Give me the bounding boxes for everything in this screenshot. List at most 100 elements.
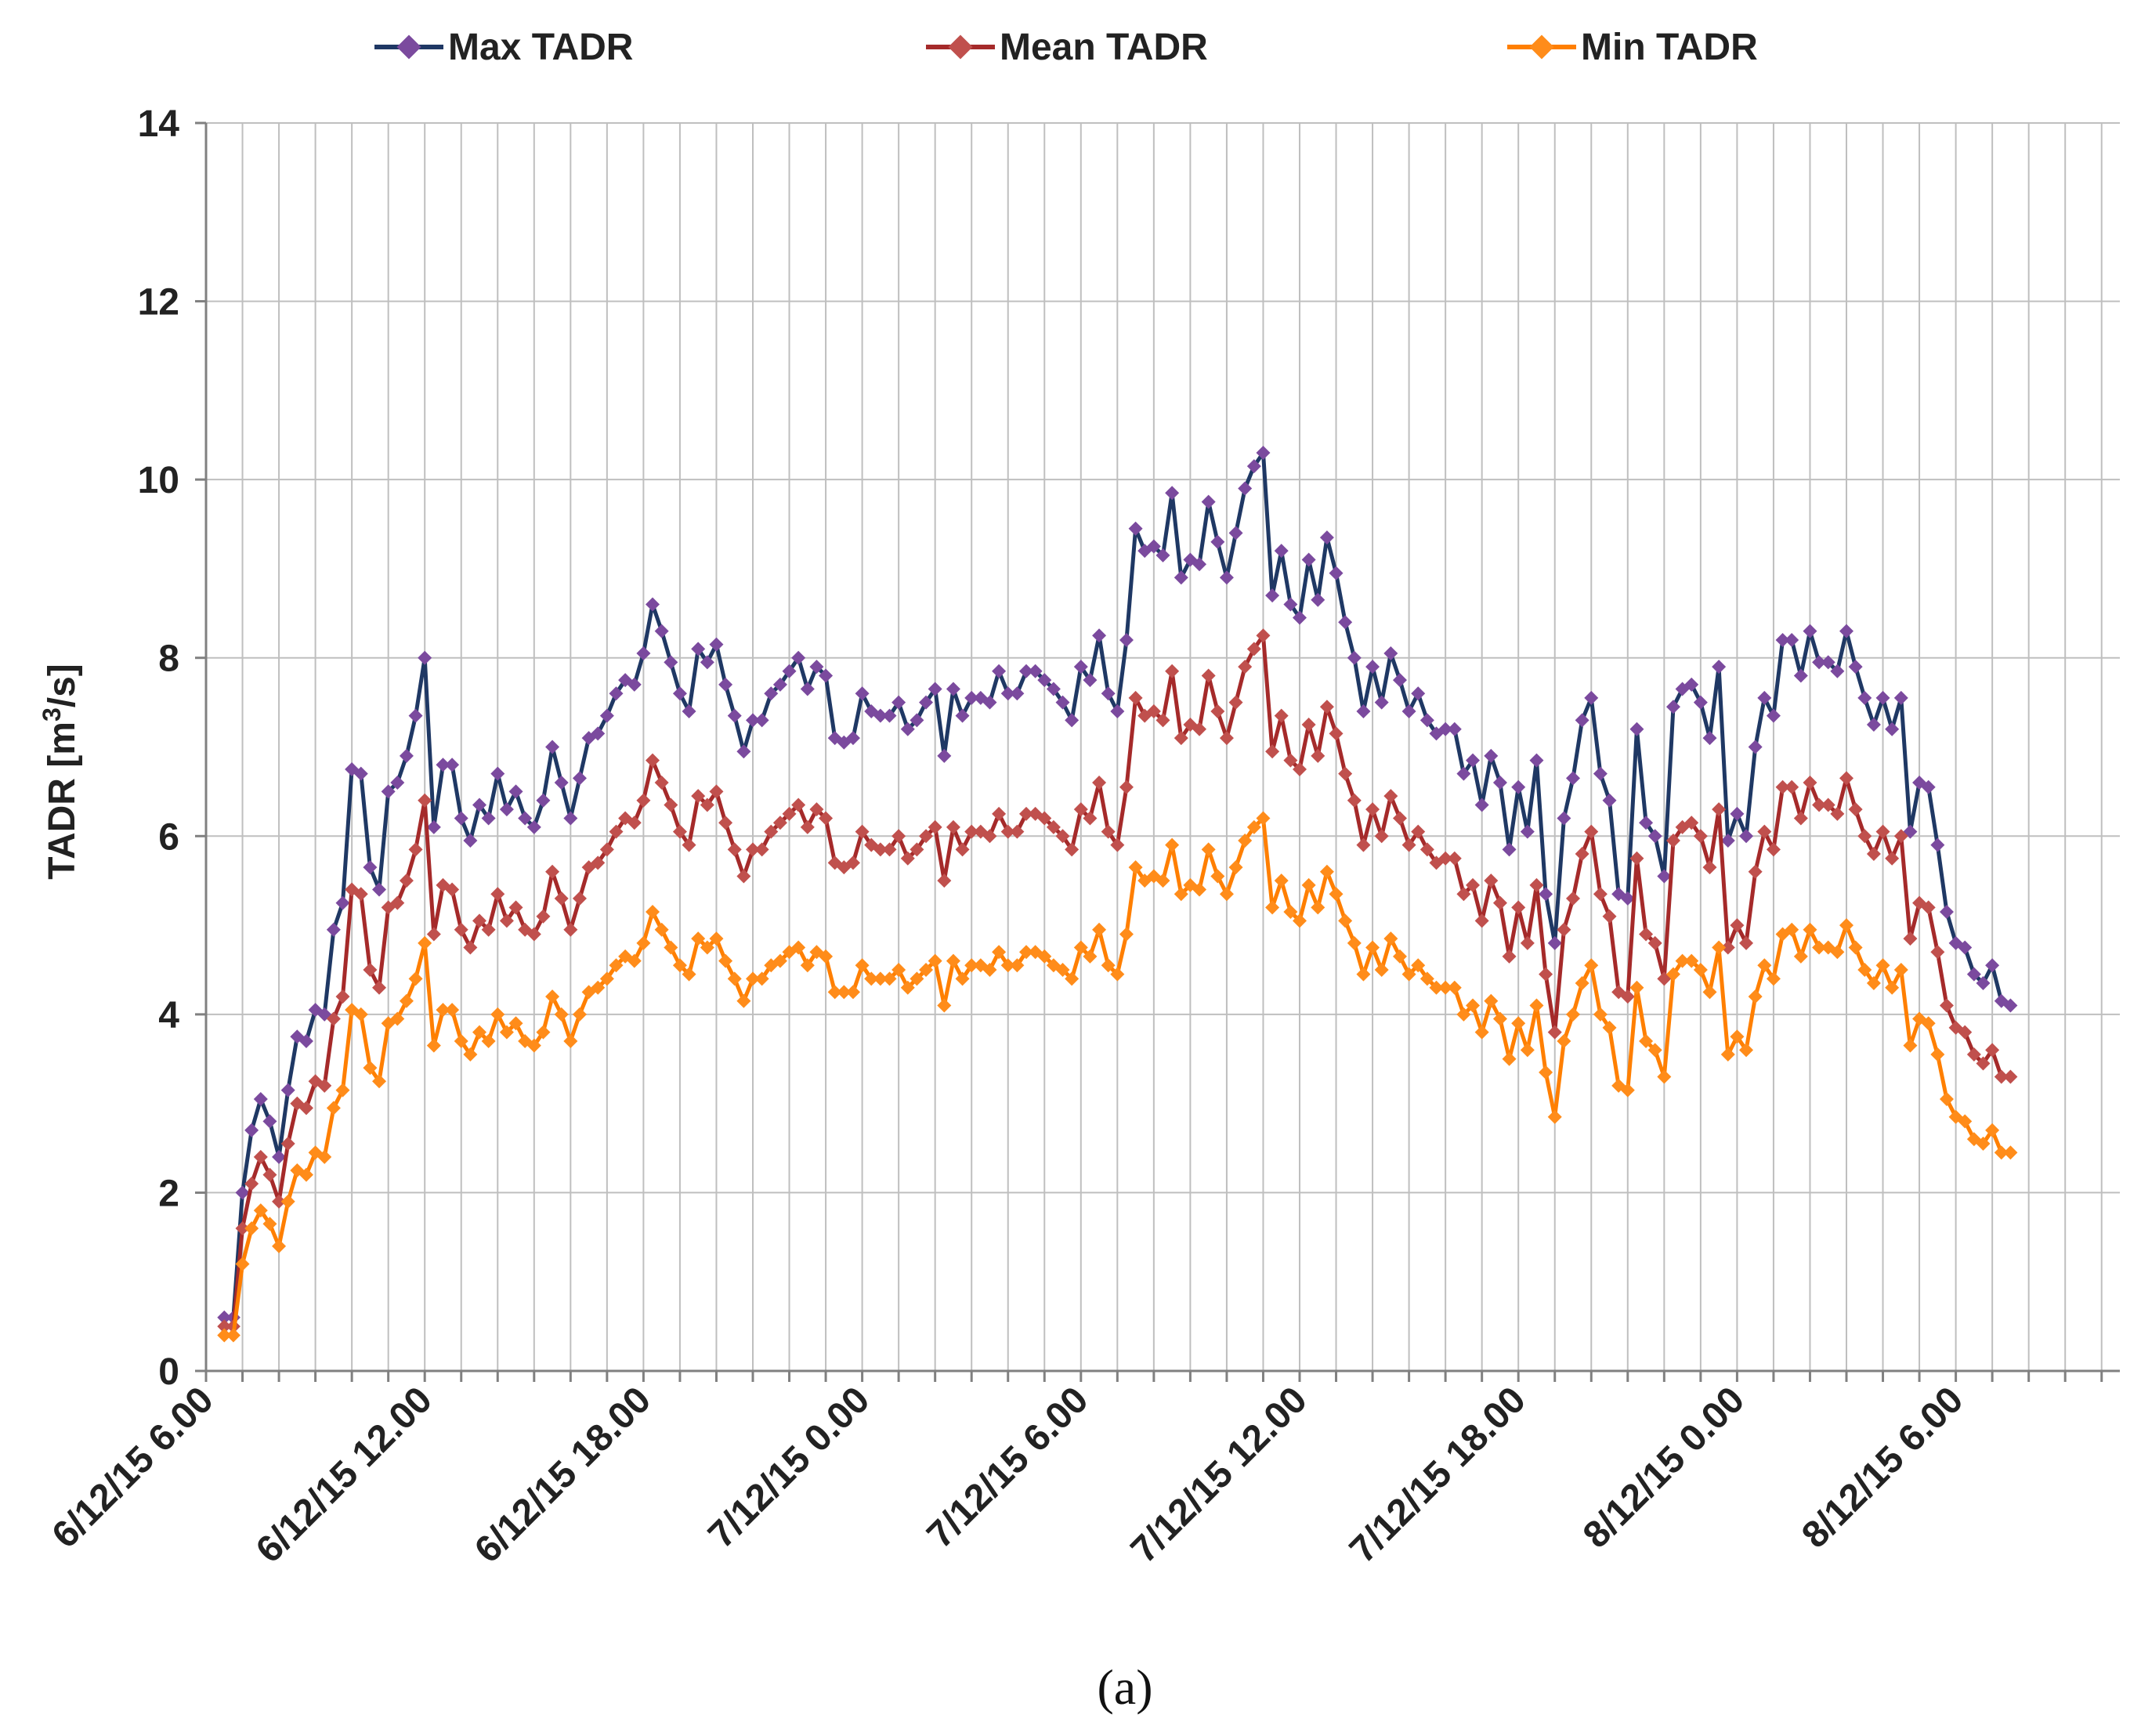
- data-point-max-tadr: [1539, 887, 1553, 902]
- data-point-min-tadr: [1958, 1114, 1973, 1129]
- data-point-max-tadr: [399, 748, 414, 763]
- data-point-min-tadr: [253, 1203, 268, 1218]
- data-point-mean-tadr: [646, 753, 660, 768]
- data-point-mean-tadr: [1492, 895, 1507, 910]
- data-point-mean-tadr: [1665, 833, 1680, 848]
- data-point-max-tadr: [1875, 690, 1890, 705]
- data-point-mean-tadr: [526, 927, 541, 942]
- data-point-min-tadr: [226, 1328, 241, 1343]
- legend-item-mean[interactable]: Mean TADR: [926, 27, 1208, 68]
- data-point-max-tadr: [1739, 829, 1754, 844]
- data-point-max-tadr: [1629, 722, 1644, 736]
- data-point-mean-tadr: [1985, 1043, 2000, 1058]
- data-point-min-tadr: [900, 980, 915, 995]
- data-point-min-tadr: [718, 953, 733, 968]
- data-point-mean-tadr: [627, 816, 642, 830]
- data-point-mean-tadr: [1712, 802, 1727, 817]
- data-point-max-tadr: [1146, 539, 1161, 554]
- data-point-mean-tadr: [754, 842, 769, 857]
- data-point-max-tadr: [381, 784, 396, 799]
- data-point-min-tadr: [1329, 887, 1344, 902]
- data-point-max-tadr: [636, 646, 651, 661]
- data-point-max-tadr: [1966, 967, 1981, 982]
- data-point-mean-tadr: [1557, 922, 1571, 937]
- data-point-min-tadr: [1520, 1043, 1535, 1058]
- y-tick-labels: 0 2 4 6 8 10 12 14: [138, 103, 180, 1393]
- data-point-mean-tadr: [326, 1011, 341, 1026]
- data-point-max-tadr: [1073, 660, 1088, 675]
- data-point-mean-tadr: [217, 1319, 232, 1334]
- data-point-min-tadr: [1593, 1007, 1608, 1022]
- data-point-min-tadr: [1338, 913, 1353, 928]
- data-point-mean-tadr: [819, 811, 834, 826]
- data-point-min-tadr: [1785, 922, 1799, 937]
- data-point-max-tadr: [1484, 748, 1499, 763]
- data-point-mean-tadr: [1256, 628, 1271, 643]
- data-point-max-tadr: [1757, 690, 1772, 705]
- data-point-mean-tadr: [1830, 806, 1845, 821]
- data-point-min-tadr: [1201, 842, 1216, 857]
- data-point-mean-tadr: [1010, 824, 1025, 839]
- data-point-mean-tadr: [955, 842, 970, 857]
- data-point-min-tadr: [873, 971, 888, 986]
- data-point-mean-tadr: [1073, 802, 1088, 817]
- data-point-min-tadr: [654, 922, 669, 937]
- data-point-max-tadr: [1219, 570, 1234, 585]
- data-point-max-tadr: [1520, 824, 1535, 839]
- data-point-mean-tadr: [363, 962, 378, 977]
- data-point-min-tadr: [463, 1047, 478, 1062]
- data-point-min-tadr: [1383, 931, 1398, 946]
- data-point-mean-tadr: [445, 882, 460, 897]
- data-point-max-tadr: [746, 713, 760, 728]
- data-point-mean-tadr: [1365, 802, 1380, 817]
- data-point-min-tadr: [1547, 1109, 1562, 1124]
- data-point-max-tadr: [217, 1310, 232, 1325]
- y-tick-label: 2: [158, 1173, 179, 1214]
- data-point-min-tadr: [436, 1003, 450, 1018]
- data-point-min-tadr: [910, 971, 924, 986]
- data-point-mean-tadr: [1411, 824, 1426, 839]
- data-point-min-tadr: [1000, 958, 1015, 973]
- data-point-max-tadr: [280, 1083, 295, 1098]
- data-point-min-tadr: [1365, 940, 1380, 955]
- data-point-mean-tadr: [1539, 967, 1553, 982]
- y-tick-label: 0: [158, 1351, 179, 1393]
- data-point-max-tadr: [1356, 703, 1371, 718]
- data-point-mean-tadr: [1356, 837, 1371, 852]
- data-point-mean-tadr: [272, 1194, 287, 1209]
- data-point-max-tadr: [1210, 534, 1225, 549]
- data-point-mean-tadr: [982, 829, 997, 844]
- data-point-min-tadr: [919, 962, 934, 977]
- data-point-min-tadr: [1447, 980, 1462, 995]
- data-point-min-tadr: [1766, 971, 1781, 986]
- legend-label-max: Max TADR: [448, 27, 633, 68]
- data-point-max-tadr: [235, 1185, 250, 1200]
- data-point-min-tadr: [837, 985, 852, 1000]
- data-point-min-tadr: [819, 949, 834, 964]
- data-point-min-tadr: [1702, 985, 1717, 1000]
- data-point-min-tadr: [636, 935, 651, 950]
- data-point-mean-tadr: [1602, 909, 1617, 924]
- data-point-min-tadr: [599, 971, 614, 986]
- data-point-min-tadr: [2003, 1145, 2018, 1160]
- data-point-mean-tadr: [1566, 891, 1580, 906]
- data-point-min-tadr: [217, 1328, 232, 1343]
- data-point-min-tadr: [1994, 1145, 2009, 1160]
- data-point-max-tadr: [1329, 566, 1344, 580]
- data-point-max-tadr: [1720, 833, 1735, 848]
- data-point-min-tadr: [1647, 1043, 1662, 1058]
- data-point-max-tadr: [253, 1091, 268, 1106]
- data-point-mean-tadr: [1748, 864, 1763, 879]
- data-point-mean-tadr: [1702, 860, 1717, 875]
- data-point-mean-tadr: [1575, 847, 1589, 862]
- data-point-max-tadr: [536, 793, 551, 808]
- data-point-mean-tadr: [554, 891, 569, 906]
- data-point-mean-tadr: [1584, 824, 1599, 839]
- data-point-max-tadr: [1401, 703, 1416, 718]
- series-mean-tadr: [217, 628, 2018, 1334]
- data-point-min-tadr: [727, 971, 742, 986]
- data-point-min-tadr: [955, 971, 970, 986]
- data-point-max-tadr: [1647, 829, 1662, 844]
- data-point-min-tadr: [1010, 958, 1025, 973]
- data-point-mean-tadr: [1019, 806, 1033, 821]
